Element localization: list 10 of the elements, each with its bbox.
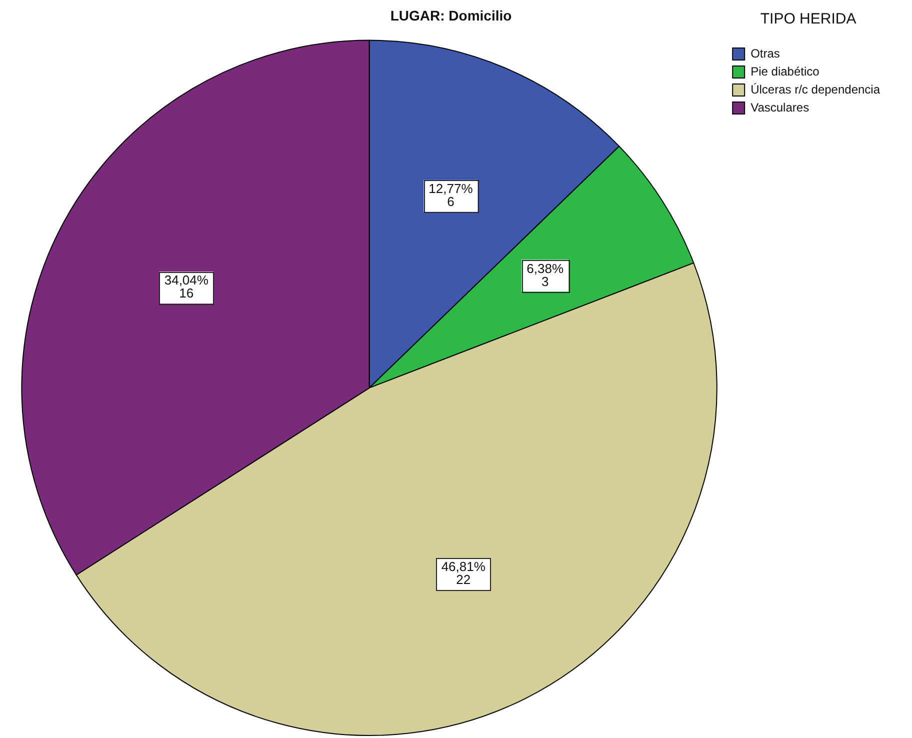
legend-label: Úlceras r/c dependencia — [750, 82, 880, 96]
legend-label: Vasculares — [750, 100, 810, 114]
legend-title: TIPO HERIDA — [760, 10, 856, 28]
legend-label: Otras — [750, 46, 780, 60]
data-label: 34,04% 16 — [164, 272, 209, 301]
chart-title: LUGAR: Domicilio — [390, 7, 512, 24]
data-label: 6,38% 3 — [526, 260, 564, 289]
data-label: 46,81% 22 — [441, 559, 486, 588]
legend-label: Pie diabético — [750, 64, 820, 78]
data-label: 12,77% 6 — [428, 180, 474, 209]
